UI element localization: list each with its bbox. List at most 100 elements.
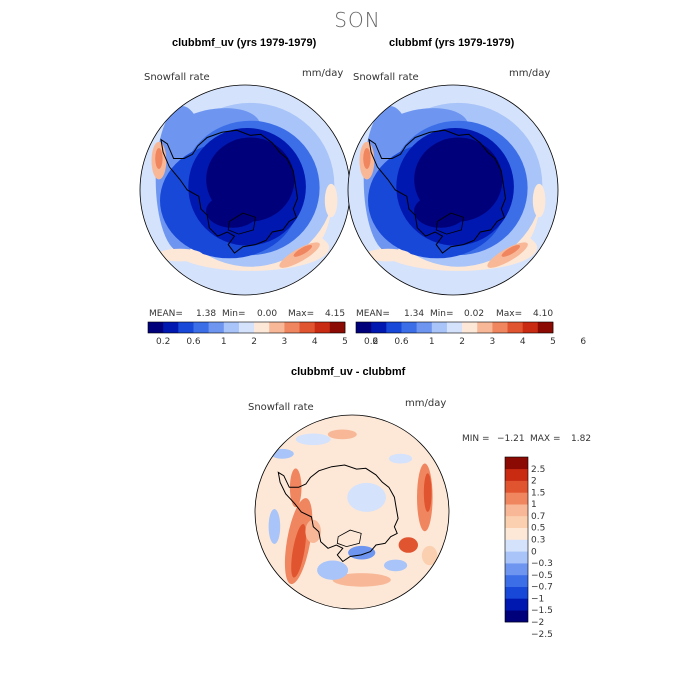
antarctica-coastline <box>277 464 399 563</box>
colorbar-1-frame <box>147 321 346 334</box>
map-2-field <box>348 85 558 295</box>
map-field-contour <box>398 537 418 553</box>
panel2-title: clubbmf (yrs 1979-1979) <box>389 37 515 49</box>
map-field-contour <box>421 545 438 566</box>
colorbar-3-tick-label: −0.5 <box>531 571 553 581</box>
colorbar-1-swatch <box>148 322 164 333</box>
panel3-units-label: mm/day <box>405 398 447 409</box>
colorbar-3-tick-label: −2 <box>531 618 544 628</box>
panel1-max-label: Max= <box>288 309 315 319</box>
colorbar-2-swatch <box>477 322 493 333</box>
panel3-min-value: −1.21 <box>497 434 525 444</box>
colorbar-1-tick-label: 3 <box>282 337 288 347</box>
map-field-contour <box>414 194 467 228</box>
panel1-min-label: Min= <box>222 309 246 319</box>
colorbar-3-tick-label: 1 <box>531 500 537 510</box>
colorbar-1-swatch <box>299 322 315 333</box>
colorbar-2-swatch <box>462 322 478 333</box>
colorbar-2-swatch <box>371 322 387 333</box>
panel2-min-value: 0.02 <box>464 309 485 319</box>
map-field-contour <box>155 148 163 169</box>
panel3-max-value: 1.82 <box>571 434 592 444</box>
colorbar-3-tick-label: 2 <box>531 477 537 487</box>
colorbar-1-swatch <box>193 322 209 333</box>
colorbar-1-swatch <box>223 322 240 333</box>
map-field-contour <box>324 183 338 218</box>
season-title: SON <box>334 8 381 32</box>
colorbar-3-tick-label: −1 <box>531 594 544 604</box>
map-field-contour <box>332 573 391 587</box>
colorbar-2-swatch <box>401 322 417 333</box>
panel1-units-label: mm/day <box>302 68 344 79</box>
map-field-contour <box>384 559 408 572</box>
colorbar-1-swatch <box>208 322 225 333</box>
colorbar-2-swatch <box>522 322 539 333</box>
map-field-contour <box>293 245 313 257</box>
colorbar-2-tick-label: 5 <box>550 337 556 347</box>
panel1-variable-label: Snowfall rate <box>144 72 210 83</box>
antarctica-coastline <box>160 129 299 254</box>
panel3-variable-label: Snowfall rate <box>248 402 314 413</box>
colorbar-2-swatch <box>386 322 402 333</box>
colorbar-1-swatch <box>314 322 331 333</box>
colorbar-1-tick-label: 4 <box>312 337 318 347</box>
colorbar-2-swatch <box>431 322 448 333</box>
ice-shelf-outline <box>227 212 256 235</box>
colorbar-2-swatch <box>446 322 463 333</box>
map-field-contour <box>156 248 203 262</box>
colorbar-1-swatch <box>163 322 179 333</box>
map-field-contour <box>363 148 371 169</box>
map-2-border <box>347 84 559 296</box>
panel2-units-label: mm/day <box>509 68 551 79</box>
panel1-mean-value: 1.38 <box>196 309 217 319</box>
panel1-title: clubbmf_uv (yrs 1979-1979) <box>172 37 317 49</box>
ice-shelf-outline <box>336 529 362 548</box>
map-field-contour <box>206 194 259 228</box>
colorbar-1-tick-label: 2 <box>251 337 257 347</box>
colorbar-3-swatch <box>505 527 528 540</box>
colorbar-3-swatch <box>505 457 528 470</box>
map-field-contour <box>317 560 349 580</box>
panel2-variable-label: Snowfall rate <box>353 72 419 83</box>
panel2-max-label: Max= <box>496 309 523 319</box>
colorbar-3-tick-label: 1.5 <box>531 488 545 498</box>
colorbar-3-tick-label: 0.3 <box>531 536 545 546</box>
colorbar-3-tick-label: 0.7 <box>531 512 545 522</box>
colorbar-1-swatch <box>269 322 285 333</box>
colorbar-1-tick-label: 5 <box>342 337 348 347</box>
colorbar-3-swatch <box>505 480 528 493</box>
colorbar-3-tick-label: −1.5 <box>531 606 553 616</box>
map-field-contour <box>347 482 386 512</box>
map-field-contour <box>532 183 546 218</box>
map-field-contour <box>364 248 411 262</box>
colorbar-2-tick-label: 0.6 <box>394 337 409 347</box>
map-field-contour <box>327 429 357 440</box>
colorbar-3-swatch <box>505 468 528 481</box>
panel2-min-label: Min= <box>430 309 454 319</box>
colorbar-3-tick-label: 0.5 <box>531 524 545 534</box>
colorbar-3-swatch <box>505 610 528 623</box>
colorbar-3-swatch <box>505 563 528 576</box>
colorbar-1-tick-label: 0.6 <box>186 337 201 347</box>
colorbar-2-tick-label: 3 <box>490 337 496 347</box>
colorbar-1-swatch <box>254 322 270 333</box>
colorbar-2-frame <box>355 321 554 334</box>
panel2-max-value: 4.10 <box>533 309 554 319</box>
map-field-contour <box>348 545 376 560</box>
colorbar-3-swatch <box>505 492 528 505</box>
panel1-mean-label: MEAN= <box>149 309 183 319</box>
map-field-contour <box>388 453 413 464</box>
colorbar-3-frame <box>504 456 529 623</box>
colorbar-1-tick-label: 1 <box>221 337 227 347</box>
colorbar-3-swatch <box>505 504 528 517</box>
map-3-border <box>254 414 450 610</box>
ice-shelf-outline <box>435 212 464 235</box>
panel3-min-label: MIN = <box>462 434 490 444</box>
colorbar-1-swatch <box>178 322 194 333</box>
map-1-field <box>140 85 350 295</box>
colorbar-3-tick-label: 2.5 <box>531 465 545 475</box>
map-field-contour <box>268 509 281 544</box>
colorbar-1-swatch <box>238 322 255 333</box>
map-field-contour <box>501 245 521 257</box>
panel3-max-label: MAX = <box>530 434 561 444</box>
